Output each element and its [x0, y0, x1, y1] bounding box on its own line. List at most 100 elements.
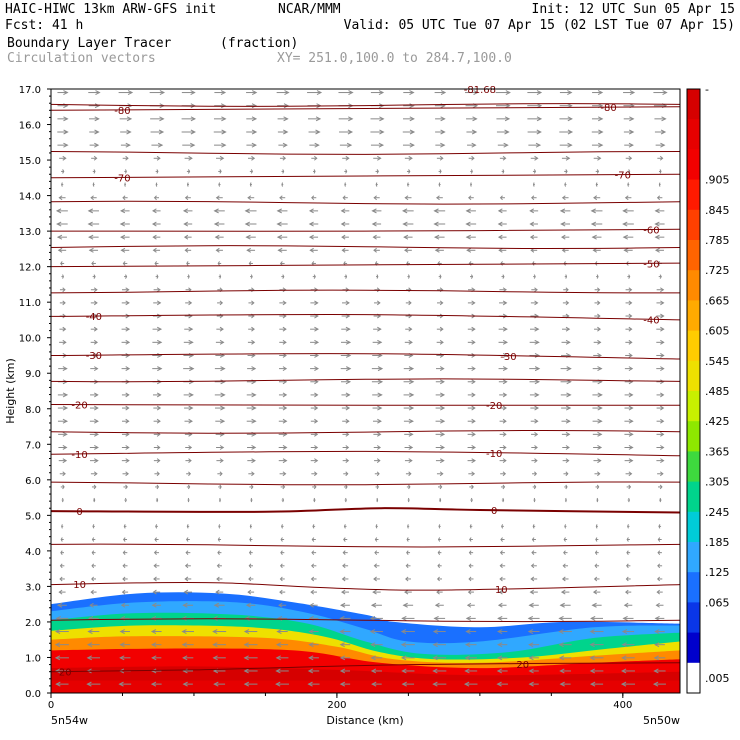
vector-arrow	[653, 90, 668, 96]
vector-arrow	[311, 550, 317, 555]
contour-line-extra-3	[51, 429, 680, 434]
vector-arrow	[656, 392, 665, 398]
contour-label-top: -81.68	[464, 85, 496, 96]
contour-label--10-0: -10	[71, 450, 87, 461]
vector-arrow	[277, 129, 289, 135]
colorbar-label: .545	[705, 355, 730, 368]
y-tick-label: 7.0	[25, 440, 41, 451]
contour-line-0	[51, 507, 680, 514]
vector-arrow	[592, 392, 603, 398]
vector-arrow	[153, 576, 160, 582]
vector-arrow	[308, 208, 319, 214]
vector-arrow	[407, 524, 410, 529]
vector-arrow	[436, 576, 443, 582]
vector-arrow	[593, 576, 600, 582]
vector-arrow	[499, 300, 508, 306]
vector-arrow	[406, 537, 410, 542]
vector-arrow	[214, 234, 224, 240]
vector-arrow	[627, 524, 630, 529]
vector-arrow	[153, 445, 161, 450]
vector-arrow	[654, 247, 664, 253]
vector-arrow	[435, 458, 445, 464]
vector-arrow	[151, 142, 164, 148]
vector-arrow	[373, 155, 382, 161]
vector-arrow	[623, 247, 633, 253]
vector-arrow	[215, 195, 223, 201]
colorbar-swatch	[687, 240, 700, 271]
vector-arrow	[559, 208, 571, 214]
vector-arrow	[339, 629, 351, 634]
colorbar-label: .605	[705, 325, 730, 338]
vector-arrow	[591, 129, 604, 135]
vector-arrow	[371, 379, 384, 385]
vector-arrow	[185, 458, 192, 464]
vector-arrow	[121, 353, 131, 358]
vector-arrow	[122, 550, 128, 555]
vector-arrow	[404, 339, 413, 345]
vector-arrow	[153, 550, 160, 556]
vector-arrow	[589, 629, 604, 634]
x-tick-label: 200	[327, 700, 346, 711]
vector-arrow	[56, 234, 67, 240]
vector-arrow	[275, 668, 289, 674]
vector-arrow	[656, 458, 665, 464]
vector-arrow	[150, 129, 165, 135]
vector-arrow	[498, 326, 508, 332]
vector-arrow	[187, 497, 190, 503]
vector-arrow	[655, 142, 666, 148]
contour-label--40-0: -40	[86, 312, 102, 323]
vector-arrow	[57, 392, 69, 398]
colorbar-label: .185	[705, 536, 730, 549]
vector-arrow	[625, 353, 633, 358]
vector-arrow	[184, 418, 193, 424]
vector-arrow	[589, 668, 604, 674]
vector-arrow	[122, 563, 128, 569]
vector-arrow	[558, 655, 572, 661]
vector-arrow	[527, 129, 542, 135]
vector-arrow	[432, 629, 446, 634]
vector-arrow	[344, 169, 348, 174]
contour-label-0-0: 0	[76, 507, 82, 518]
vector-arrow	[527, 103, 543, 109]
vector-arrow	[311, 155, 318, 161]
vector-arrow	[468, 550, 474, 555]
colorbar-label: .665	[705, 294, 730, 307]
colorbar-label: -	[705, 83, 709, 96]
vector-arrow	[340, 208, 350, 214]
vector-arrow	[340, 221, 350, 227]
vector-arrow	[627, 274, 631, 279]
vector-arrow	[374, 458, 381, 464]
vector-arrow	[121, 326, 131, 332]
vector-arrow	[90, 287, 98, 293]
vector-arrow	[154, 537, 159, 542]
vector-arrow	[278, 458, 288, 464]
vector-arrow	[340, 353, 352, 358]
vector-arrow	[466, 602, 475, 608]
contour-label--70-1: -70	[615, 171, 631, 182]
colorbar-swatch	[687, 572, 700, 603]
vector-arrow	[184, 326, 194, 332]
vector-arrow	[559, 668, 571, 674]
vector-arrow	[403, 379, 415, 385]
vector-arrow	[216, 563, 222, 569]
vector-arrow	[218, 274, 222, 279]
vector-arrow	[120, 234, 130, 240]
vector-arrow	[122, 471, 129, 477]
vector-arrow	[89, 431, 99, 437]
vector-arrow	[372, 589, 381, 595]
vector-arrow	[183, 221, 193, 227]
vector-arrow	[58, 431, 68, 437]
vector-arrow	[468, 471, 476, 477]
vector-arrow	[276, 615, 288, 621]
vector-arrow	[57, 90, 69, 96]
colorbar-swatch	[687, 662, 700, 694]
vector-arrow	[467, 379, 476, 385]
vector-arrow	[406, 484, 411, 490]
vector-arrow	[560, 221, 571, 227]
colorbar-label: .065	[705, 596, 730, 609]
vector-arrow	[310, 326, 320, 332]
vector-arrow	[248, 261, 253, 266]
vector-arrow	[150, 629, 162, 634]
vector-arrow	[342, 445, 350, 450]
